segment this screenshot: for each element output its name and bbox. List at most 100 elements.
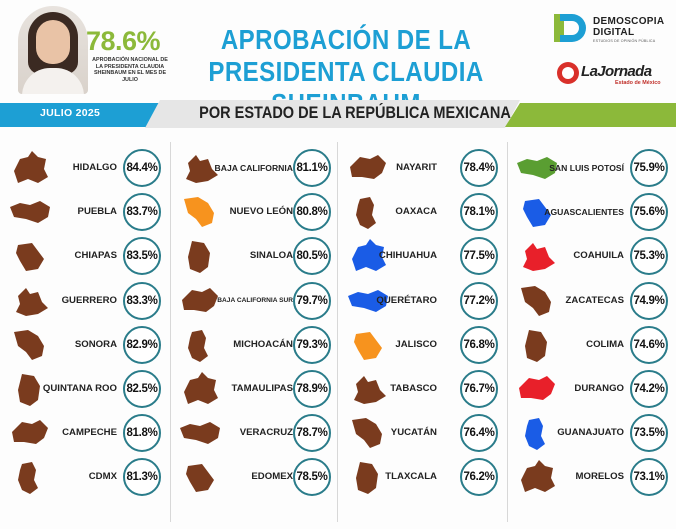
state-name: NAYARIT bbox=[396, 162, 437, 173]
state-map-icon bbox=[356, 462, 378, 494]
state-map-icon bbox=[354, 332, 382, 360]
state-name: GUANAJUATO bbox=[557, 427, 624, 438]
state-map-icon bbox=[523, 243, 555, 271]
approval-value-circle: 78.4% bbox=[460, 149, 498, 187]
state-map-icon bbox=[16, 243, 44, 271]
partner-logo-subtitle: Estado de México bbox=[615, 80, 661, 86]
state-map-icon bbox=[521, 460, 555, 492]
brand-tagline: ESTUDIOS DE OPINIÓN PÚBLICA bbox=[593, 39, 656, 43]
approval-value-circle: 84.4% bbox=[123, 149, 161, 187]
approval-value-circle: 78.9% bbox=[293, 370, 331, 408]
state-name: TLAXCALA bbox=[385, 471, 437, 482]
state-name: DURANGO bbox=[574, 383, 624, 394]
approval-value-circle: 74.6% bbox=[630, 326, 668, 364]
state-map-icon bbox=[14, 151, 48, 183]
state-name: MICHOACÁN bbox=[233, 339, 293, 350]
state-row: CHIAPAS 83.5% bbox=[8, 235, 165, 277]
approval-value-circle: 82.9% bbox=[123, 326, 161, 364]
state-map-icon bbox=[348, 290, 388, 312]
state-row: DURANGO 74.2% bbox=[515, 368, 672, 410]
state-name: CAMPECHE bbox=[62, 427, 117, 438]
state-row: OAXACA 78.1% bbox=[346, 191, 502, 233]
state-map-icon bbox=[356, 197, 376, 229]
state-name: CHIAPAS bbox=[74, 250, 117, 261]
state-name: BAJA CALIFORNIA bbox=[214, 163, 293, 173]
approval-value-circle: 79.7% bbox=[293, 282, 331, 320]
column-divider bbox=[170, 142, 171, 522]
state-row: CAMPECHE 81.8% bbox=[8, 412, 165, 454]
state-name: CHIHUAHUA bbox=[378, 250, 437, 261]
approval-value-circle: 80.5% bbox=[293, 237, 331, 275]
month-label: JULIO 2025 bbox=[40, 107, 101, 119]
state-row: NUEVO LEÓN 80.8% bbox=[178, 191, 335, 233]
state-name: MORELOS bbox=[575, 471, 624, 482]
state-map-icon bbox=[14, 330, 44, 360]
state-map-icon bbox=[519, 376, 555, 400]
state-name: PUEBLA bbox=[77, 206, 117, 217]
state-row: SINALOA 80.5% bbox=[178, 235, 335, 277]
approval-value-circle: 83.7% bbox=[123, 193, 161, 231]
state-name: ZACATECAS bbox=[565, 295, 624, 306]
national-approval-value: 78.6% bbox=[86, 26, 161, 56]
column-divider bbox=[337, 142, 338, 522]
state-row: MORELOS 73.1% bbox=[515, 456, 672, 498]
state-name: QUINTANA ROO bbox=[42, 383, 117, 394]
national-approval-label: APROBACIÓN NACIONAL DE LA PRESIDENTA CLA… bbox=[92, 57, 168, 83]
state-row: BAJA CALIFORNIA SUR 79.7% bbox=[178, 280, 335, 322]
approval-value-circle: 74.9% bbox=[630, 282, 668, 320]
state-name: TABASCO bbox=[390, 383, 437, 394]
state-row: BAJA CALIFORNIA 81.1% bbox=[178, 147, 335, 189]
approval-value-circle: 76.7% bbox=[460, 370, 498, 408]
approval-value-circle: 76.4% bbox=[460, 414, 498, 452]
state-map-icon bbox=[18, 462, 38, 494]
approval-value-circle: 81.8% bbox=[123, 414, 161, 452]
approval-value-circle: 80.8% bbox=[293, 193, 331, 231]
state-map-icon bbox=[184, 372, 218, 404]
state-name: VERACRUZ bbox=[239, 427, 293, 438]
approval-value-circle: 77.2% bbox=[460, 282, 498, 320]
state-name: HIDALGO bbox=[72, 162, 117, 173]
approval-value-circle: 73.1% bbox=[630, 458, 668, 496]
partner-logo-name: LaJornada bbox=[581, 63, 652, 80]
main-title-line1: APROBACIÓN DE LA bbox=[220, 24, 472, 55]
state-name: JALISCO bbox=[395, 339, 437, 350]
state-map-icon bbox=[10, 201, 50, 223]
state-row: PUEBLA 83.7% bbox=[8, 191, 165, 233]
brand-name-line1: DEMOSCOPIA bbox=[593, 16, 665, 27]
state-row: TABASCO 76.7% bbox=[346, 368, 502, 410]
approval-value-circle: 82.5% bbox=[123, 370, 161, 408]
state-map-icon bbox=[18, 374, 40, 406]
state-row: QUERÉTARO 77.2% bbox=[346, 280, 502, 322]
approval-value-circle: 76.2% bbox=[460, 458, 498, 496]
state-row: COLIMA 74.6% bbox=[515, 324, 672, 366]
president-photo bbox=[18, 6, 88, 94]
state-name: SONORA bbox=[74, 339, 117, 350]
state-map-icon bbox=[352, 418, 382, 448]
approval-value-circle: 78.5% bbox=[293, 458, 331, 496]
state-row: AGUASCALIENTES 75.6% bbox=[515, 191, 672, 233]
state-row: HIDALGO 84.4% bbox=[8, 147, 165, 189]
state-name: QUERÉTARO bbox=[376, 295, 437, 306]
banner-subtitle: POR ESTADO DE LA REPÚBLICA MEXICANA bbox=[199, 104, 511, 122]
state-row: JALISCO 76.8% bbox=[346, 324, 502, 366]
state-map-icon bbox=[352, 239, 386, 271]
demoscopia-logo-icon bbox=[552, 12, 590, 44]
approval-value-circle: 75.9% bbox=[630, 149, 668, 187]
state-map-icon bbox=[188, 330, 208, 362]
state-map-icon bbox=[350, 155, 386, 179]
approval-value-circle: 79.3% bbox=[293, 326, 331, 364]
state-map-icon bbox=[186, 464, 214, 492]
column-divider bbox=[507, 142, 508, 522]
state-name: TAMAULIPAS bbox=[231, 383, 293, 394]
state-row: MICHOACÁN 79.3% bbox=[178, 324, 335, 366]
state-name: BAJA CALIFORNIA SUR bbox=[217, 297, 293, 304]
state-map-icon bbox=[186, 155, 218, 183]
state-row: EDOMEX 78.5% bbox=[178, 456, 335, 498]
state-row: VERACRUZ 78.7% bbox=[178, 412, 335, 454]
state-row: YUCATÁN 76.4% bbox=[346, 412, 502, 454]
state-row: GUANAJUATO 73.5% bbox=[515, 412, 672, 454]
approval-value-circle: 73.5% bbox=[630, 414, 668, 452]
approval-value-circle: 83.5% bbox=[123, 237, 161, 275]
brand-name-line2: DIGITAL bbox=[593, 27, 635, 38]
